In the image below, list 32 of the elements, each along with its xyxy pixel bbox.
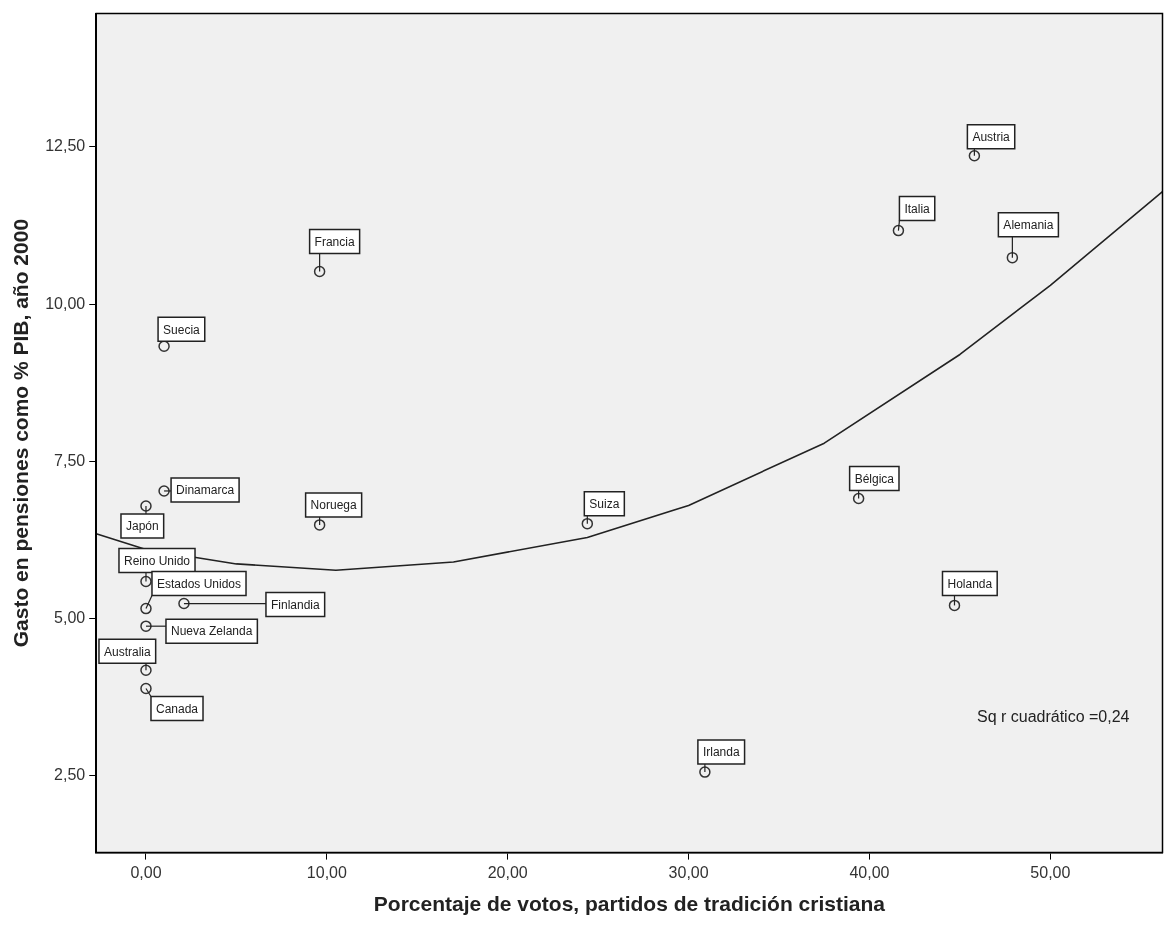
x-tick-label: 40,00 xyxy=(849,863,890,881)
annotation: Canada xyxy=(155,701,199,716)
annotation: Suiza xyxy=(589,496,620,511)
annotation: Holanda xyxy=(947,576,993,591)
y-tick-label: 10,00 xyxy=(45,294,86,312)
y-axis-title: Gasto en pensiones como % PIB, año 2000 xyxy=(9,218,33,648)
annotation: Italia xyxy=(904,201,931,216)
x-tick-label: 30,00 xyxy=(668,863,709,881)
annotation: Sq r cuadrático =0,24 xyxy=(976,708,1130,726)
annotation: Estados Unidos xyxy=(156,576,242,591)
annotation: Austria xyxy=(972,130,1011,145)
x-tick-label: 0,00 xyxy=(130,863,162,881)
annotation: Noruega xyxy=(310,498,357,513)
x-tick-label: 10,00 xyxy=(306,863,347,881)
y-tick-label: 2,50 xyxy=(54,766,86,784)
annotation: Suecia xyxy=(163,322,201,337)
y-tick-label: 12,50 xyxy=(45,137,86,155)
x-tick-label: 20,00 xyxy=(487,863,528,881)
annotation: Finlandia xyxy=(270,597,320,612)
annotation: Irlanda xyxy=(702,745,740,760)
annotation: Bélgica xyxy=(854,471,895,486)
x-axis-title: Porcentaje de votos, partidos de tradición cristiana xyxy=(373,892,886,916)
annotation: Francia xyxy=(314,234,355,249)
annotation: Australia xyxy=(103,644,151,659)
annotation: Nueva Zelanda xyxy=(170,624,253,639)
annotation: Dinamarca xyxy=(176,483,235,498)
annotation: Reino Unido xyxy=(123,553,191,568)
y-tick-label: 5,00 xyxy=(54,609,86,627)
y-tick-label: 7,50 xyxy=(54,451,86,469)
annotation: Alemania xyxy=(1003,217,1054,232)
x-tick-label: 50,00 xyxy=(1030,863,1071,881)
annotation: Japón xyxy=(125,519,159,534)
